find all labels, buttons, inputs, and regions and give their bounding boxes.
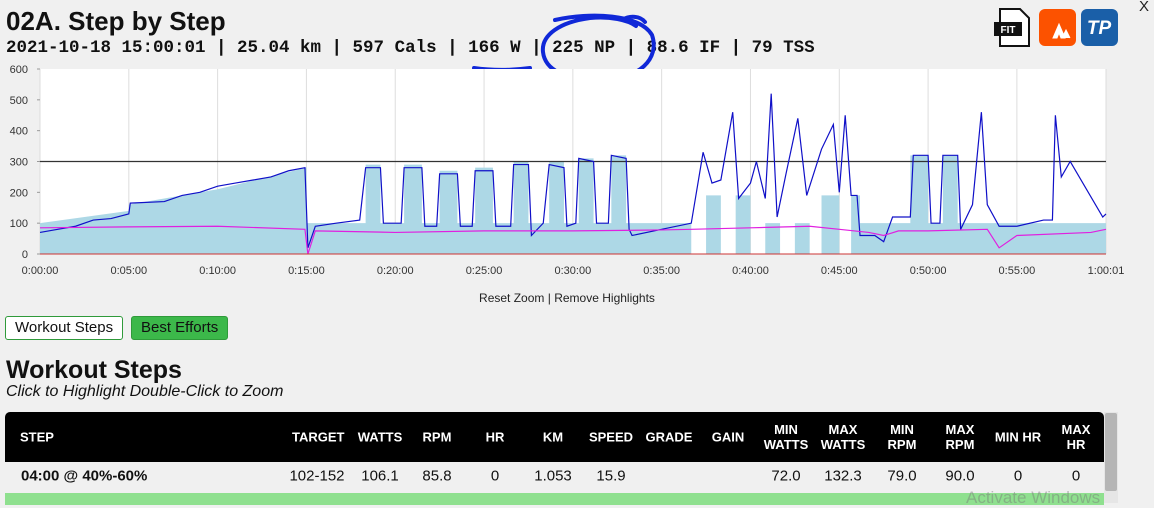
column-header: MIN WATTS	[763, 422, 809, 452]
y-tick-label: 200	[10, 187, 28, 199]
table-cell: 1.053	[534, 467, 572, 485]
column-header: MAX RPM	[945, 422, 975, 452]
x-tick-label: 0:35:00	[643, 265, 680, 277]
strava-logo	[1052, 22, 1071, 39]
y-tick-label: 0	[22, 249, 28, 261]
column-header: TARGET	[292, 429, 345, 445]
column-header: KM	[542, 429, 564, 445]
x-tick-label: 0:50:00	[910, 265, 947, 277]
table-cell: 72.0	[771, 467, 801, 485]
table-cell: 102-152	[289, 467, 345, 485]
zoom-links: Reset Zoom | Remove Highlights	[0, 291, 1134, 305]
table-row[interactable]: 04:00 @ 40%-60% 102-152 106.1 85.8 0 1.053 15.…	[5, 462, 1104, 490]
x-tick-label: 0:00:00	[22, 265, 59, 277]
watermark: Activate Windows	[966, 488, 1101, 507]
column-header: MIN RPM	[887, 422, 917, 452]
y-tick-label: 600	[10, 64, 28, 76]
scrollbar-thumb[interactable]	[1105, 413, 1117, 491]
x-tick-label: 0:10:00	[199, 265, 236, 277]
column-header: MIN HR	[994, 429, 1042, 445]
x-tick-label: 0:45:00	[821, 265, 858, 277]
fit-label: FIT	[1001, 25, 1016, 36]
tp-label: TP	[1087, 18, 1112, 39]
table-cell: 106.1	[361, 467, 399, 485]
tp-icon[interactable]: TP	[1081, 9, 1118, 46]
x-tick-label: 0:30:00	[555, 265, 592, 277]
table-cell: 15.9	[596, 467, 626, 485]
tab-workout-steps[interactable]: Workout Steps	[5, 316, 124, 340]
table-cell: 04:00 @ 40%-60%	[21, 467, 148, 485]
column-header: STEP	[20, 429, 54, 445]
table-cell: 90.0	[945, 467, 975, 485]
column-header: GRADE	[645, 429, 693, 445]
fit-band	[994, 22, 1022, 36]
section-hint: Click to Highlight Double-Click to Zoom	[6, 383, 284, 400]
section-title: Workout Steps	[6, 356, 182, 384]
column-header: HR	[485, 429, 505, 445]
header-decor: FIT TP	[472, 8, 1118, 83]
y-tick-label: 500	[10, 95, 28, 107]
tp-bg	[1081, 9, 1118, 46]
column-header: MAX HR	[1061, 422, 1091, 452]
table-header: STEP TARGET WATTS RPM HR KM SPEED GRADE GAIN MIN …	[5, 412, 1104, 462]
x-tick-label: 0:40:00	[732, 265, 769, 277]
y-tick-label: 100	[10, 218, 28, 230]
x-tick-label: 0:25:00	[466, 265, 503, 277]
x-tick-label: 0:05:00	[110, 265, 147, 277]
x-tick-label: 0:55:00	[999, 265, 1036, 277]
cadence-line	[39, 225, 1107, 255]
y-tick-label: 400	[10, 126, 28, 138]
y-tick-label: 300	[10, 157, 28, 169]
workout-title: 02A. Step by Step	[6, 6, 226, 36]
column-header: MAX WATTS	[820, 422, 866, 452]
x-tick-label: 0:20:00	[377, 265, 414, 277]
table-cell: 0	[1071, 467, 1081, 485]
table-cell: 0	[490, 467, 500, 485]
separator: |	[547, 291, 551, 305]
table-cell: 0	[1013, 467, 1023, 485]
fit-icon[interactable]: FIT	[994, 8, 1030, 47]
power-chart: 0:00:00 0:05:00 0:10:00 0:15:00 0:20:00 0:25:…	[10, 64, 1125, 277]
table-cell: 85.8	[422, 467, 452, 485]
close-button[interactable]: X	[1139, 0, 1150, 15]
table-cell: 132.3	[824, 467, 862, 485]
tab-best-efforts[interactable]: Best Efforts	[131, 316, 229, 340]
column-header: WATTS	[357, 429, 403, 445]
reset-zoom[interactable]: Reset Zoom	[479, 291, 545, 305]
column-header: SPEED	[588, 429, 634, 445]
x-tick-label: 0:15:00	[288, 265, 325, 277]
workout-summary: 2021-10-18 15:00:01 | 25.04 km | 597 Cal…	[6, 38, 815, 58]
column-header: RPM	[422, 429, 452, 445]
power-line	[39, 93, 1107, 249]
remove-highlights[interactable]: Remove Highlights	[554, 291, 655, 305]
strava-icon[interactable]	[1039, 9, 1076, 46]
table-cell: 79.0	[887, 467, 917, 485]
column-header: GAIN	[711, 429, 745, 445]
table-row-next	[5, 493, 1104, 505]
target-area	[40, 155, 1106, 254]
x-tick-label: 1:00:01	[1088, 265, 1125, 277]
